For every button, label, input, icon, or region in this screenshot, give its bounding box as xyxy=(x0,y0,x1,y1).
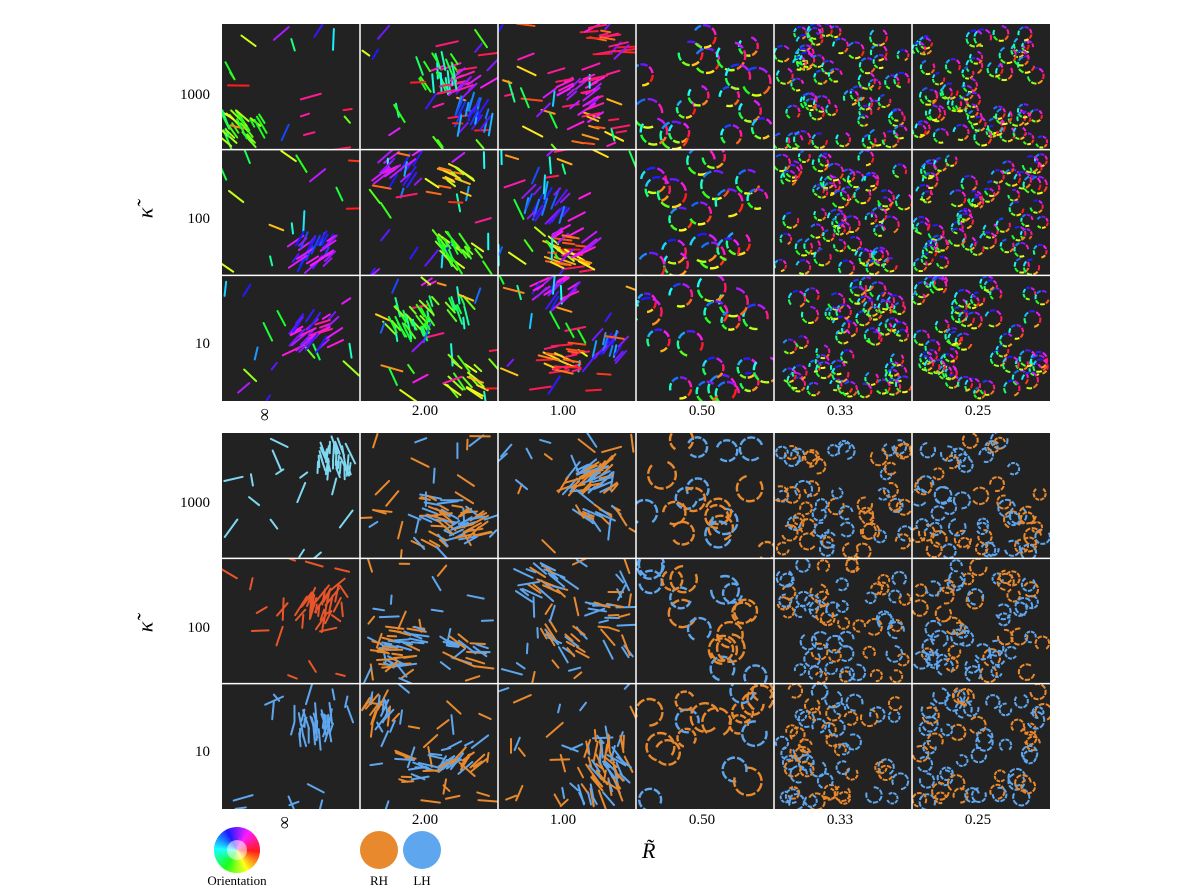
bottom-x-tick-2: 2.00 xyxy=(411,812,439,828)
orientation-snapshot-r1-c2 xyxy=(498,149,636,276)
chirality-snapshot-r1-c1 xyxy=(362,558,495,684)
top-y-tick-1000: 1000 xyxy=(180,87,210,103)
top-panel-svg xyxy=(222,24,1050,401)
bottom-y-tick-10: 10 xyxy=(195,744,210,760)
orientation-snapshot-r2-c4 xyxy=(782,276,912,399)
top-x-tick-033: 0.33 xyxy=(826,403,854,419)
chirality-snapshot-r2-c1 xyxy=(361,683,498,809)
orientation-snapshot-r1-c0 xyxy=(222,149,360,274)
top-y-tick-100: 100 xyxy=(187,211,211,227)
orientation-snapshot-r2-c1 xyxy=(375,276,498,401)
rh-label: RH xyxy=(369,873,389,888)
chirality-snapshot-r1-c5 xyxy=(912,558,1050,684)
orientation-label: Orientation xyxy=(207,873,267,888)
rh-swatch xyxy=(360,831,398,869)
bottom-x-tick-033: 0.33 xyxy=(826,812,854,828)
bottom-x-tick-1: 1.00 xyxy=(549,812,577,828)
chirality-snapshot-r0-c4 xyxy=(774,439,912,559)
chirality-snapshot-r2-c3 xyxy=(636,683,774,809)
top-panel-grid xyxy=(222,24,1050,401)
orientation-snapshot-r1-c1 xyxy=(368,149,493,276)
orientation-snapshot-r2-c2 xyxy=(498,275,636,395)
orientation-color-wheel-icon xyxy=(214,827,260,873)
orientation-snapshot-r2-c3 xyxy=(636,275,774,401)
chirality-snapshot-r0-c3 xyxy=(636,433,774,559)
chirality-snapshot-r2-c5 xyxy=(912,683,1050,809)
chirality-snapshot-r0-c1 xyxy=(360,433,498,559)
bottom-y-tick-100: 100 xyxy=(187,620,211,636)
orientation-snapshot-r1-c3 xyxy=(638,149,769,276)
orientation-snapshot-r2-c0 xyxy=(223,280,360,401)
chirality-snapshot-r2-c4 xyxy=(774,683,910,809)
orientation-snapshot-r0-c5 xyxy=(912,25,1049,149)
chirality-snapshot-r1-c0 xyxy=(222,558,351,680)
top-x-tick-025: 0.25 xyxy=(964,403,992,419)
chirality-snapshot-r1-c2 xyxy=(500,558,636,684)
top-x-tick-1: 1.00 xyxy=(549,403,577,419)
chirality-snapshot-r1-c4 xyxy=(775,558,912,684)
x-axis-title: R̃ xyxy=(642,838,656,863)
top-y-tick-10: 10 xyxy=(195,336,210,352)
orientation-snapshot-r1-c4 xyxy=(774,149,912,276)
bottom-x-tick-05: 0.50 xyxy=(688,812,716,828)
chirality-snapshot-r0-c5 xyxy=(912,433,1050,559)
orientation-snapshot-r0-c3 xyxy=(636,24,773,150)
orientation-snapshot-r1-c5 xyxy=(912,153,1049,276)
lh-label: LH xyxy=(413,873,431,888)
bottom-panel-svg xyxy=(222,433,1050,809)
chirality-snapshot-r2-c0 xyxy=(232,683,355,809)
orientation-snapshot-r2-c5 xyxy=(912,275,1050,400)
orientation-snapshot-r0-c4 xyxy=(774,24,910,150)
top-x-tick-05: 0.50 xyxy=(688,403,716,419)
chirality-snapshot-r2-c2 xyxy=(498,683,636,809)
bottom-x-tick-025: 0.25 xyxy=(964,812,992,828)
orientation-snapshot-r0-c1 xyxy=(361,24,498,150)
top-x-tick-inf: ∞ xyxy=(255,408,276,421)
bottom-y-tick-1000: 1000 xyxy=(180,495,210,511)
lh-swatch xyxy=(403,831,441,869)
bottom-x-tick-inf: ∞ xyxy=(275,816,296,829)
chirality-snapshot-r0-c2 xyxy=(498,433,636,554)
orientation-snapshot-r0-c0 xyxy=(222,24,353,150)
bottom-panel-grid xyxy=(222,433,1050,809)
top-x-tick-2: 2.00 xyxy=(411,403,439,419)
chirality-snapshot-r0-c0 xyxy=(223,435,357,559)
orientation-snapshot-r0-c2 xyxy=(498,24,636,150)
